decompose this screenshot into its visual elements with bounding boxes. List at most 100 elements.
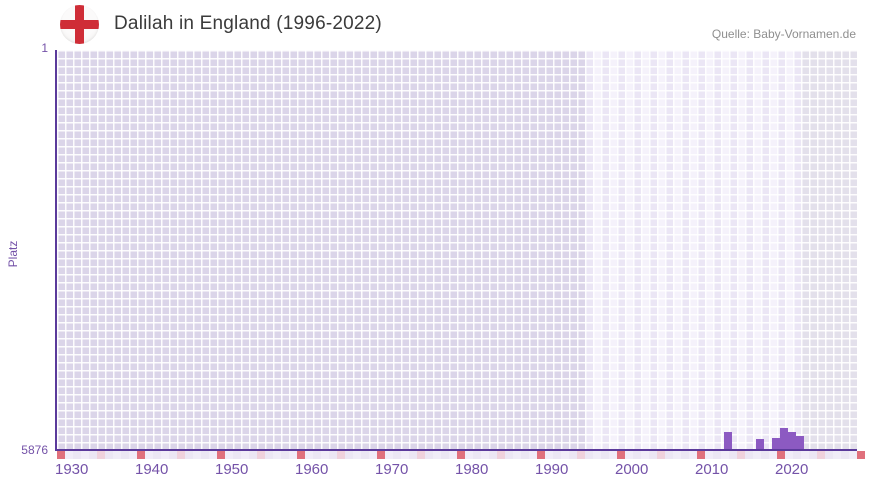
- decade-marker-strip: [57, 451, 865, 459]
- strip-cell: [809, 451, 817, 459]
- strip-cell: [249, 451, 257, 459]
- strip-cell: [801, 451, 809, 459]
- strip-cell: [329, 451, 337, 459]
- strip-cell: [289, 451, 297, 459]
- strip-decade-marker: [857, 451, 865, 459]
- strip-half-decade-marker: [657, 451, 665, 459]
- strip-cell: [209, 451, 217, 459]
- strip-cell: [833, 451, 841, 459]
- strip-cell: [505, 451, 513, 459]
- strip-cell: [633, 451, 641, 459]
- strip-cell: [241, 451, 249, 459]
- strip-cell: [841, 451, 849, 459]
- strip-cell: [121, 451, 129, 459]
- strip-cell: [713, 451, 721, 459]
- strip-decade-marker: [137, 451, 145, 459]
- strip-cell: [129, 451, 137, 459]
- x-tick-1970: 1970: [375, 461, 409, 478]
- strip-cell: [593, 451, 601, 459]
- bar-2018: [772, 438, 780, 449]
- strip-cell: [385, 451, 393, 459]
- x-tick-1940: 1940: [135, 461, 169, 478]
- strip-cell: [673, 451, 681, 459]
- strip-cell: [753, 451, 761, 459]
- strip-cell: [681, 451, 689, 459]
- strip-decade-marker: [57, 451, 65, 459]
- strip-cell: [433, 451, 441, 459]
- strip-cell: [825, 451, 833, 459]
- bar-2020: [788, 432, 796, 449]
- strip-cell: [465, 451, 473, 459]
- strip-cell: [641, 451, 649, 459]
- strip-cell: [481, 451, 489, 459]
- bar-2019: [780, 428, 788, 449]
- strip-cell: [105, 451, 113, 459]
- strip-half-decade-marker: [177, 451, 185, 459]
- grid-pattern: [57, 50, 857, 449]
- strip-cell: [649, 451, 657, 459]
- strip-cell: [145, 451, 153, 459]
- strip-half-decade-marker: [577, 451, 585, 459]
- y-tick-top: 1: [41, 41, 48, 55]
- strip-cell: [625, 451, 633, 459]
- strip-cell: [153, 451, 161, 459]
- strip-decade-marker: [457, 451, 465, 459]
- strip-half-decade-marker: [257, 451, 265, 459]
- bar-2012: [724, 432, 732, 449]
- strip-cell: [569, 451, 577, 459]
- strip-cell: [785, 451, 793, 459]
- strip-cell: [849, 451, 857, 459]
- y-axis-label: Platz: [6, 240, 20, 268]
- strip-decade-marker: [697, 451, 705, 459]
- x-tick-1980: 1980: [455, 461, 489, 478]
- strip-cell: [705, 451, 713, 459]
- strip-cell: [345, 451, 353, 459]
- strip-decade-marker: [297, 451, 305, 459]
- x-tick-2010: 2010: [695, 461, 729, 478]
- x-tick-1960: 1960: [295, 461, 329, 478]
- y-axis-line: [55, 50, 57, 451]
- strip-cell: [689, 451, 697, 459]
- strip-cell: [425, 451, 433, 459]
- chart-title: Dalilah in England (1996-2022): [114, 13, 382, 34]
- strip-cell: [185, 451, 193, 459]
- strip-cell: [265, 451, 273, 459]
- strip-cell: [489, 451, 497, 459]
- x-tick-1990: 1990: [535, 461, 569, 478]
- strip-half-decade-marker: [417, 451, 425, 459]
- strip-cell: [553, 451, 561, 459]
- strip-cell: [521, 451, 529, 459]
- strip-cell: [201, 451, 209, 459]
- x-tick-2020: 2020: [775, 461, 809, 478]
- bar-2021: [796, 436, 804, 449]
- strip-cell: [81, 451, 89, 459]
- flag-cross-vertical: [75, 5, 84, 44]
- strip-cell: [89, 451, 97, 459]
- strip-decade-marker: [217, 451, 225, 459]
- strip-decade-marker: [377, 451, 385, 459]
- strip-cell: [401, 451, 409, 459]
- strip-cell: [473, 451, 481, 459]
- strip-cell: [313, 451, 321, 459]
- strip-cell: [193, 451, 201, 459]
- strip-half-decade-marker: [817, 451, 825, 459]
- strip-cell: [73, 451, 81, 459]
- strip-cell: [513, 451, 521, 459]
- strip-cell: [369, 451, 377, 459]
- strip-cell: [529, 451, 537, 459]
- source-label: Quelle: Baby-Vornamen.de: [711, 27, 856, 41]
- strip-cell: [233, 451, 241, 459]
- strip-cell: [609, 451, 617, 459]
- bar-2016: [756, 439, 764, 449]
- strip-cell: [273, 451, 281, 459]
- strip-cell: [545, 451, 553, 459]
- x-tick-1930: 1930: [55, 461, 89, 478]
- strip-cell: [745, 451, 753, 459]
- strip-decade-marker: [537, 451, 545, 459]
- strip-cell: [769, 451, 777, 459]
- strip-cell: [321, 451, 329, 459]
- strip-half-decade-marker: [497, 451, 505, 459]
- strip-cell: [561, 451, 569, 459]
- strip-half-decade-marker: [337, 451, 345, 459]
- chart-header: Dalilah in England (1996-2022) Quelle: B…: [0, 0, 873, 48]
